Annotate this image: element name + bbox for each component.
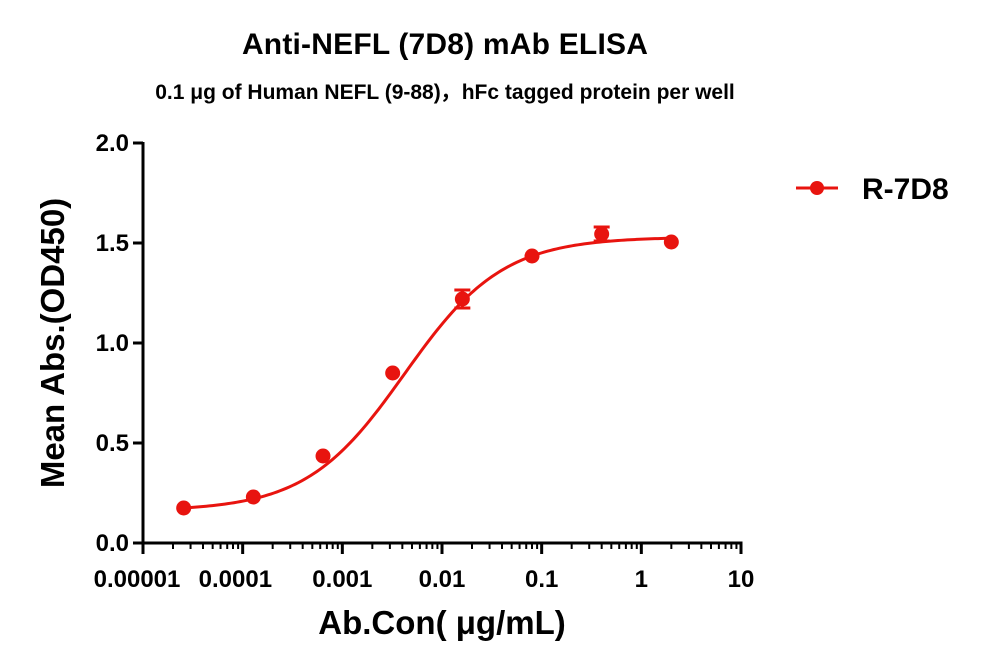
y-tick-label: 1.0 — [96, 330, 129, 357]
y-tick-label: 1.5 — [96, 230, 129, 257]
data-point — [524, 248, 540, 264]
x-tick-label: 0.0001 — [199, 566, 272, 593]
data-point — [176, 500, 192, 516]
chart-title: Anti-NEFL (7D8) mAb ELISA — [241, 28, 649, 61]
x-tick-label: 1 — [635, 566, 648, 593]
y-tick-label: 0.5 — [96, 430, 129, 457]
x-tick-label: 0.01 — [419, 566, 466, 593]
data-point — [454, 291, 470, 307]
x-tick-label: 0.1 — [525, 566, 558, 593]
legend-marker — [810, 181, 824, 195]
y-tick-label: 2.0 — [96, 130, 129, 157]
error-bars — [454, 225, 610, 310]
data-point — [385, 365, 401, 381]
y-ticks: 0.0 0.5 1.0 1.5 2.0 — [96, 130, 143, 557]
x-tick-label: 0.00001 — [94, 566, 181, 593]
y-tick-label: 0.0 — [96, 530, 129, 557]
y-axis-label: Mean Abs.(OD450) — [34, 198, 71, 488]
x-tick-label: 0.001 — [312, 566, 372, 593]
fit-curve-group — [181, 236, 674, 510]
x-axis-label: Ab.Con( μg/mL) — [318, 604, 565, 641]
data-point — [663, 234, 679, 250]
legend-label-r-7d8: R-7D8 — [862, 173, 949, 206]
x-tick-label: 10 — [728, 566, 755, 593]
data-point — [245, 489, 261, 505]
legend: R-7D8 — [796, 173, 949, 206]
fit-curve-r-7d8 — [181, 236, 674, 510]
data-point — [594, 226, 610, 242]
data-point — [315, 448, 331, 464]
chart-subtitle: 0.1 μg of Human NEFL (9-88)，hFc tagged p… — [155, 81, 735, 104]
axes — [141, 142, 743, 545]
data-points — [176, 226, 679, 516]
x-ticks: 0.00001 0.0001 0.001 0.01 0.1 1 10 — [94, 543, 755, 593]
